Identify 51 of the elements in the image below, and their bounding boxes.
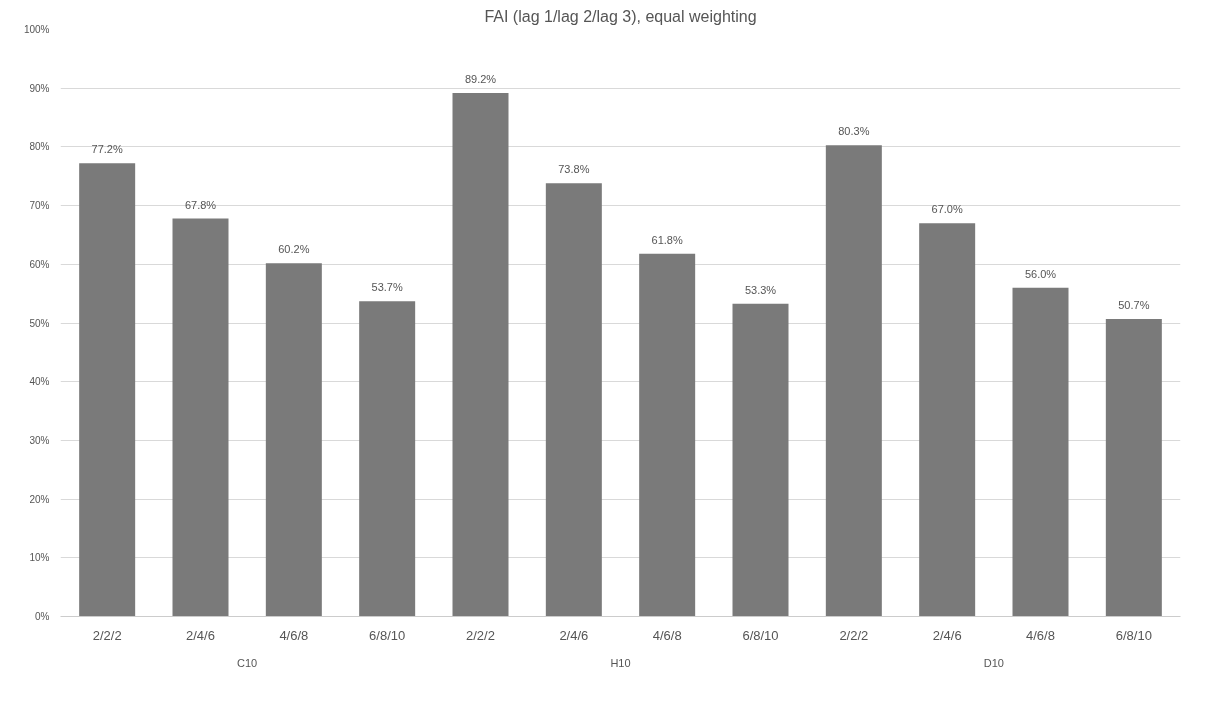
text: H10 — [610, 656, 631, 669]
y-tick-label: 30% — [29, 434, 50, 446]
x-tick-label: 2/4/6 — [559, 627, 589, 643]
bar — [825, 145, 882, 617]
x-tick-label: 6/8/10 — [742, 627, 779, 643]
y-tick-label: 0% — [35, 611, 50, 622]
x-tick-label: 4/6/8 — [1026, 627, 1055, 643]
x-tick-label: 6/8/10 — [1115, 627, 1152, 643]
data-label: 60.2% — [278, 243, 310, 256]
y-tick-label: 20% — [29, 493, 50, 505]
data-label: 67.0% — [931, 203, 963, 216]
data-label: 73.8% — [558, 163, 590, 176]
data-label: 67.8% — [184, 198, 217, 211]
bar — [545, 183, 602, 617]
bar — [359, 301, 416, 617]
x-tick-label: 2/2/2 — [839, 627, 869, 643]
data-label: 53.3% — [744, 283, 777, 296]
data-label: 77.2% — [91, 143, 123, 156]
x-tick-label: 2/2/2 — [466, 627, 495, 643]
x-tick-label: 4/6/8 — [652, 627, 682, 643]
y-tick-label: 70% — [29, 200, 50, 212]
y-tick-label: 40% — [29, 376, 50, 388]
data-label: 56.0% — [1024, 267, 1057, 280]
x-tick-label: 4/6/8 — [279, 627, 309, 643]
bar — [732, 303, 789, 617]
y-tick-label: 90% — [29, 82, 50, 94]
bar — [79, 163, 136, 617]
data-label: 61.8% — [651, 233, 683, 246]
y-tick-label: 50% — [29, 317, 50, 329]
data-label: 53.7% — [371, 281, 403, 294]
chart-title: FAI (lag 1/lag 2/lag 3), equal weighting — [484, 7, 757, 25]
y-tick-label: 100% — [23, 24, 50, 35]
bar — [1012, 287, 1069, 617]
text: C10 — [237, 656, 258, 669]
y-tick-label: 10% — [29, 552, 50, 564]
x-tick-label: 2/2/2 — [92, 627, 122, 643]
data-label: 89.2% — [464, 72, 497, 85]
x-tick-label: 2/4/6 — [932, 627, 962, 643]
y-tick-label: 60% — [29, 258, 50, 270]
bar — [172, 218, 229, 617]
bar — [919, 223, 976, 617]
data-label: 50.7% — [1118, 298, 1150, 311]
bar — [1105, 318, 1162, 617]
text: D10 — [983, 656, 1004, 669]
bar — [452, 92, 509, 617]
bar — [639, 253, 696, 617]
bar — [265, 263, 322, 617]
data-label: 80.3% — [838, 125, 870, 138]
x-tick-label: 2/4/6 — [186, 627, 215, 643]
x-tick-label: 6/8/10 — [369, 627, 406, 643]
y-tick-label: 80% — [29, 141, 50, 153]
